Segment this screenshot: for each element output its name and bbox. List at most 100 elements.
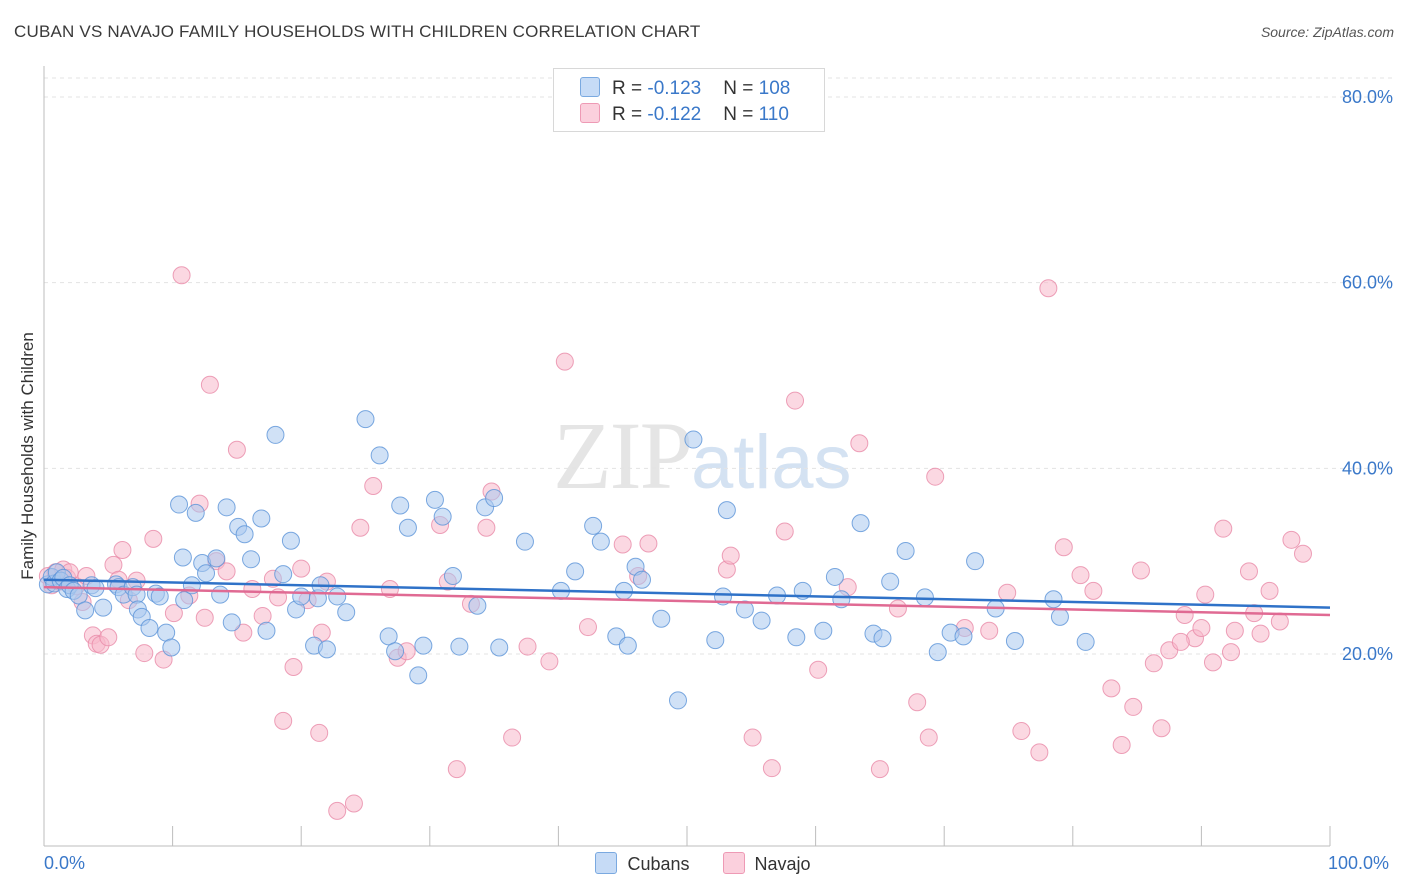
navajo-point (135, 644, 154, 663)
cubans-point (787, 628, 806, 647)
cubans-point (317, 640, 336, 659)
cubans-point (915, 588, 934, 607)
cubans-point (337, 603, 356, 622)
legend-cubans-label: Cubans (627, 854, 690, 874)
x-axis-max-label: 100.0% (1328, 853, 1390, 873)
cubans-point (1005, 632, 1024, 651)
navajo-point (344, 794, 363, 813)
navajo-point (1071, 566, 1090, 585)
cubans-point (222, 613, 241, 632)
legend-item-cubans[interactable]: Cubans (595, 852, 690, 875)
cubans-point (328, 587, 347, 606)
navajo-point (1152, 719, 1171, 738)
watermark: ZIPatlas (553, 400, 852, 511)
cubans-point (614, 581, 633, 600)
stats-legend: R = -0.123 N = 108 R = -0.122 N = 110 (553, 68, 825, 132)
navajo-point (195, 608, 214, 627)
cubans-point (217, 498, 236, 517)
navajo-point (1221, 643, 1240, 662)
navajo-point (775, 522, 794, 541)
navajo-point (274, 711, 293, 730)
navajo-point (1282, 530, 1301, 549)
cubans-point (140, 619, 159, 638)
cubans-point (94, 598, 113, 617)
cubans-point (242, 550, 261, 569)
cubans-point (235, 525, 254, 544)
navajo-point (721, 546, 740, 565)
cubans-point (735, 600, 754, 619)
series-legend: Cubans Navajo (0, 852, 1406, 875)
cubans-swatch (580, 77, 600, 97)
navajo-trend-line (43, 585, 1331, 617)
navajo-point (762, 759, 781, 778)
navajo-point (1084, 581, 1103, 600)
cubans-point (752, 611, 771, 630)
cubans-point (450, 637, 469, 656)
cubans-point (584, 516, 603, 535)
navajo-point (555, 352, 574, 371)
navajo-point (364, 476, 383, 495)
chart-source: Source: ZipAtlas.com (1260, 24, 1394, 40)
cubans-point (684, 430, 703, 449)
legend-cubans-swatch (595, 852, 618, 874)
cubans-point (356, 410, 375, 429)
navajo-point (1196, 585, 1215, 604)
navajo-point (1203, 653, 1222, 672)
navajo-point (1112, 735, 1131, 754)
navajo-point (1225, 621, 1244, 640)
navajo-point (870, 760, 889, 779)
navajo-point (1214, 519, 1233, 538)
navajo-point (217, 562, 236, 581)
navajo-r-value: -0.122 (647, 104, 702, 125)
navajo-point (164, 604, 183, 623)
cubans-point (257, 621, 276, 640)
y-tick-label: 80.0% (1342, 87, 1393, 107)
navajo-point (292, 559, 311, 578)
cubans-point (252, 509, 271, 528)
navajo-point (1260, 581, 1279, 600)
x-axis-min-label: 0.0% (44, 853, 86, 873)
cubans-n-label: N = (723, 78, 759, 99)
navajo-point (234, 623, 253, 642)
navajo-point (1030, 743, 1049, 762)
navajo-point (477, 518, 496, 537)
cubans-point (186, 503, 205, 522)
navajo-point (518, 637, 537, 656)
cubans-point (873, 629, 892, 648)
cubans-point (391, 496, 410, 515)
navajo-point (1293, 544, 1312, 563)
cubans-point (1076, 632, 1095, 651)
cubans-point (652, 609, 671, 628)
cubans-point (851, 514, 870, 533)
cubans-point (150, 587, 169, 606)
navajo-point (99, 628, 118, 647)
cubans-r-label: R = (612, 78, 648, 99)
cubans-point (618, 636, 637, 655)
navajo-point (926, 467, 945, 486)
cubans-trend-line (43, 578, 1331, 609)
legend-item-navajo[interactable]: Navajo (722, 852, 811, 875)
cubans-point (591, 532, 610, 551)
navajo-point (144, 529, 163, 548)
cubans-point (706, 631, 725, 650)
navajo-point (908, 693, 927, 712)
cubans-point (379, 627, 398, 646)
navajo-point (1012, 722, 1031, 741)
navajo-point (809, 660, 828, 679)
cubans-point (954, 627, 973, 646)
y-tick-label: 60.0% (1342, 273, 1393, 293)
navajo-point (1192, 619, 1211, 638)
cubans-point (566, 562, 585, 581)
navajo-point (253, 606, 272, 625)
cubans-point (717, 501, 736, 520)
navajo-point (1039, 279, 1058, 298)
cubans-point (881, 572, 900, 591)
cubans-point (468, 596, 487, 615)
navajo-point (1270, 612, 1289, 631)
navajo-point (200, 375, 219, 394)
navajo-point (639, 534, 658, 553)
cubans-point (175, 591, 194, 610)
navajo-point (1171, 632, 1190, 651)
navajo-point (503, 728, 522, 747)
